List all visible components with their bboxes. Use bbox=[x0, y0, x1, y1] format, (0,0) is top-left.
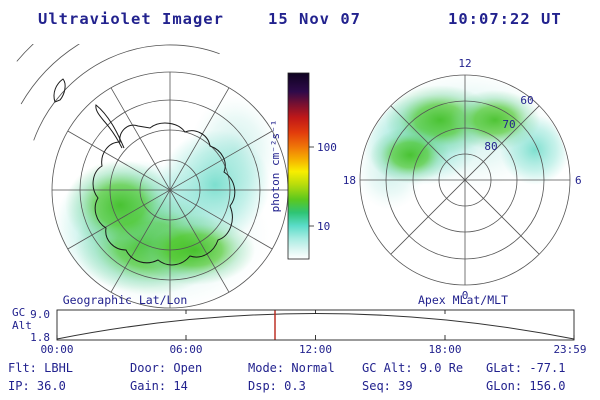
grid-line bbox=[390, 105, 540, 255]
mlat-ring-label-80: 80 bbox=[484, 140, 497, 153]
status-gain: Gain: 14 bbox=[130, 379, 188, 393]
status-door: Door: Open bbox=[130, 361, 202, 375]
island-path bbox=[53, 78, 66, 103]
mlt-label-0: 0 bbox=[462, 289, 469, 302]
gc-alt-ymax: 9.0 bbox=[30, 308, 50, 321]
status-flt: Flt: LBHL bbox=[8, 361, 73, 375]
colorbar-units-label: photon cm⁻²s⁻¹ bbox=[269, 120, 282, 213]
gc-alt-ymin: 1.8 bbox=[30, 331, 50, 344]
aurora-blob bbox=[450, 90, 540, 150]
colorbar: 100 10 photon cm⁻²s⁻¹ bbox=[269, 72, 337, 260]
mlt-label-18: 18 bbox=[343, 174, 356, 187]
status-mode: Mode: Normal bbox=[248, 361, 335, 375]
mlt-label-6: 6 bbox=[575, 174, 582, 187]
status-readout: Flt: LBHL Door: Open Mode: Normal GC Alt… bbox=[8, 361, 565, 393]
grid-arc bbox=[20, 44, 81, 105]
grid-line bbox=[67, 130, 273, 250]
grid-arc bbox=[16, 44, 34, 62]
time-tick-2359: 23:59 bbox=[553, 343, 586, 356]
status-ip: IP: 36.0 bbox=[8, 379, 66, 393]
coastline-path bbox=[92, 122, 236, 266]
time-tick-0600: 06:00 bbox=[169, 343, 202, 356]
aurora-blob bbox=[135, 215, 255, 285]
status-seq: Seq: 39 bbox=[362, 379, 413, 393]
mlat-ring-label-60: 60 bbox=[520, 94, 533, 107]
peninsula-path bbox=[95, 104, 125, 149]
status-gcalt: GC Alt: 9.0 Re bbox=[362, 361, 463, 375]
time-tick-0000: 00:00 bbox=[40, 343, 73, 356]
colorbar-swatch bbox=[287, 72, 310, 260]
geographic-map-panel bbox=[16, 44, 289, 309]
time-tick-1800: 18:00 bbox=[428, 343, 461, 356]
mlat-ring-label-70: 70 bbox=[502, 118, 515, 131]
mlat-mlt-grid bbox=[359, 74, 571, 286]
gc-alt-panel: GC Alt 9.0 1.8 00:00 06:00 12:00 18:00 2… bbox=[12, 306, 587, 356]
aurora-blob bbox=[65, 160, 175, 250]
apex-dial-panel: 12 0 18 6 60 70 80 bbox=[343, 57, 582, 302]
colorbar-tick-100: 100 bbox=[317, 141, 337, 154]
status-dsp: Dsp: 0.3 bbox=[248, 379, 306, 393]
header: Ultraviolet Imager 15 Nov 07 10:07:22 UT bbox=[38, 10, 562, 28]
status-glon: GLon: 156.0 bbox=[486, 379, 565, 393]
aurora-emission-right bbox=[361, 76, 569, 210]
header-date: 15 Nov 07 bbox=[268, 10, 361, 28]
grid-arc bbox=[33, 44, 220, 141]
gc-alt-ylabel-line1: GC bbox=[12, 306, 25, 319]
mlt-label-12: 12 bbox=[458, 57, 471, 70]
time-axis-ticks bbox=[56, 310, 575, 340]
colorbar-tick-10: 10 bbox=[317, 220, 330, 233]
left-lat-lon-grid bbox=[16, 44, 289, 309]
aurora-emission-left bbox=[55, 95, 280, 309]
header-time: 10:07:22 UT bbox=[448, 10, 562, 28]
aurora-blob bbox=[370, 127, 450, 183]
left-panel-caption: Geographic Lat/Lon bbox=[63, 293, 188, 307]
page-title: Ultraviolet Imager bbox=[38, 10, 224, 28]
gc-alt-ylabel-line2: Alt bbox=[12, 319, 32, 332]
status-glat: GLat: -77.1 bbox=[486, 361, 565, 375]
time-tick-1200: 12:00 bbox=[299, 343, 332, 356]
antarctica-coastline bbox=[53, 78, 236, 266]
right-panel-caption: Apex MLat/MLT bbox=[418, 293, 508, 307]
